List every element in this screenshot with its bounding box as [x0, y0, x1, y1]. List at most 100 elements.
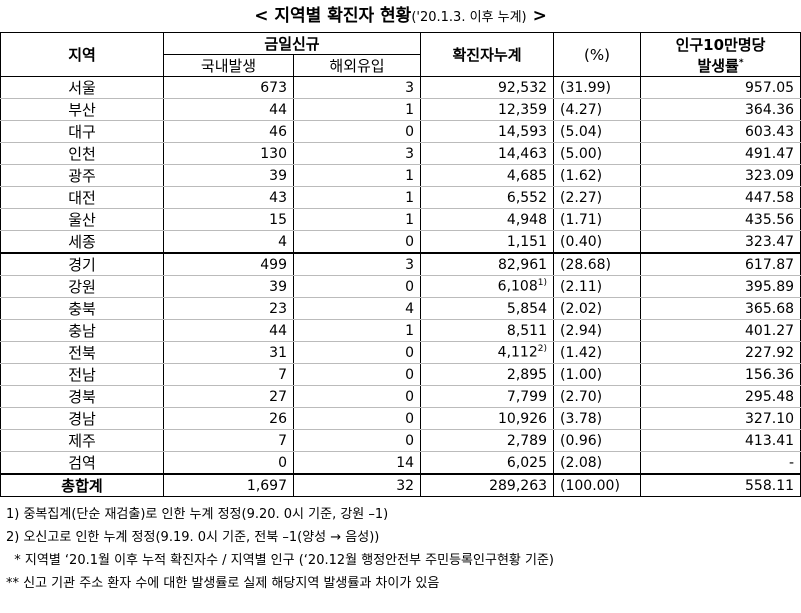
table-cell: 435.56	[640, 208, 801, 231]
table-cell: 603.43	[640, 120, 801, 143]
table-row: 울산 15 1 4,948 (1.71) 435.56	[0, 208, 801, 231]
table-cell: 1	[292, 208, 422, 231]
table-row: 경남 26 0 10,926 (3.78) 327.10	[0, 407, 801, 430]
header-cell: 확진자누계	[420, 32, 555, 77]
table-cell: 957.05	[640, 76, 801, 99]
header-cell: 해외유입	[292, 54, 422, 77]
table-row: 경북 27 0 7,799 (2.70) 295.48	[0, 385, 801, 408]
table-row: 대전 43 1 6,552 (2.27) 447.58	[0, 186, 801, 209]
table-cell: 0	[292, 363, 422, 386]
table-cell: 10,926	[420, 407, 555, 430]
title: < 지역별 확진자 현황('20.1.3. 이후 누계) >	[0, 0, 801, 32]
table-cell: 경남	[0, 407, 164, 430]
table-cell: 26	[163, 407, 294, 430]
table-body: 서울 673 3 92,532 (31.99) 957.05 부산 44 1 12,359 (4.2…	[0, 76, 801, 497]
table-cell: 7,799	[420, 385, 555, 408]
table-cell: (2.27)	[553, 186, 642, 209]
table-row: 총합계 1,697 32 289,263 (100.00) 558.11	[0, 473, 801, 497]
table-cell: (2.08)	[553, 451, 642, 475]
table-cell: 295.48	[640, 385, 801, 408]
table-cell: 울산	[0, 208, 164, 231]
table-cell: 3	[292, 252, 422, 276]
subtitle: ('20.1.3. 이후 누계)	[411, 10, 527, 25]
table-cell: 12,359	[420, 98, 555, 121]
table-cell: 경기	[0, 252, 164, 276]
table-cell: 44	[163, 98, 294, 121]
table-cell: 0	[292, 407, 422, 430]
table-cell: 6,1081)	[420, 275, 555, 298]
header-cell: 국내발생	[163, 54, 294, 77]
table-cell: 14	[292, 451, 422, 475]
table-cell: 3	[292, 76, 422, 99]
table-cell: 1	[292, 98, 422, 121]
footnote: ** 신고 기관 주소 환자 수에 대한 발생률로 실제 해당지역 발생률과 차…	[6, 576, 440, 591]
table-row: 대구 46 0 14,593 (5.04) 603.43	[0, 120, 801, 143]
table-cell: 39	[163, 164, 294, 187]
table-cell: 4,1122)	[420, 341, 555, 364]
table-row: 제주 7 0 2,789 (0.96) 413.41	[0, 429, 801, 452]
table-cell: 부산	[0, 98, 164, 121]
table-cell: 3	[292, 142, 422, 165]
table-cell: 1,151	[420, 230, 555, 254]
table-cell: 23	[163, 297, 294, 320]
header-cell: (%)	[553, 32, 642, 77]
table-cell: 43	[163, 186, 294, 209]
table-row: 부산 44 1 12,359 (4.27) 364.36	[0, 98, 801, 121]
table-cell: (3.78)	[553, 407, 642, 430]
table-cell: 673	[163, 76, 294, 99]
table-cell: 499	[163, 252, 294, 276]
table-cell: 경북	[0, 385, 164, 408]
table-cell: (1.42)	[553, 341, 642, 364]
table-cell: (100.00)	[553, 473, 642, 497]
table-cell: 82,961	[420, 252, 555, 276]
table-cell: 충북	[0, 297, 164, 320]
cell-text: 6,108	[497, 278, 538, 295]
title-prefix: <	[254, 6, 269, 26]
footnote: 2) 오신고로 인한 누계 정정(9.19. 0시 기준, 전북 –1(양성 →…	[6, 530, 380, 545]
table-cell: 323.09	[640, 164, 801, 187]
table-cell: 전북	[0, 341, 164, 364]
title-text: 지역별 확진자 현황	[274, 6, 412, 26]
table-row: 충북 23 4 5,854 (2.02) 365.68	[0, 297, 801, 320]
footnote: 1) 중복집계(단순 재검출)로 인한 누계 정정(9.20. 0시 기준, 강…	[6, 507, 389, 522]
table-cell: (5.00)	[553, 142, 642, 165]
table-cell: 0	[163, 451, 294, 475]
table-cell: 364.36	[640, 98, 801, 121]
table-cell: 395.89	[640, 275, 801, 298]
table-row: 서울 673 3 92,532 (31.99) 957.05	[0, 76, 801, 99]
table-cell: 4	[163, 230, 294, 254]
table-cell: 전남	[0, 363, 164, 386]
table-cell: 491.47	[640, 142, 801, 165]
table-cell: (1.62)	[553, 164, 642, 187]
table-cell: (31.99)	[553, 76, 642, 99]
table-cell: 1	[292, 164, 422, 187]
table-cell: 4	[292, 297, 422, 320]
footnotes: 1) 중복집계(단순 재검출)로 인한 누계 정정(9.20. 0시 기준, 강…	[0, 503, 801, 595]
table-cell: 4,948	[420, 208, 555, 231]
table: 지역 금일신규 확진자누계 (%) 인구10만명당 발생률* 국내발생 해외유입 서울 673…	[0, 32, 801, 497]
table-cell: 31	[163, 341, 294, 364]
header-text: 발생률	[697, 56, 739, 75]
table-cell: 충남	[0, 319, 164, 342]
table-cell: 7	[163, 429, 294, 452]
table-cell: (2.02)	[553, 297, 642, 320]
table-cell: 0	[292, 275, 422, 298]
table-row: 전북 31 0 4,1122) (1.42) 227.92	[0, 341, 801, 364]
table-row: 검역 0 14 6,025 (2.08) -	[0, 451, 801, 475]
table-cell: (1.00)	[553, 363, 642, 386]
table-cell: 8,511	[420, 319, 555, 342]
table-row: 충남 44 1 8,511 (2.94) 401.27	[0, 319, 801, 342]
table-cell: 46	[163, 120, 294, 143]
table-row: 전남 7 0 2,895 (1.00) 156.36	[0, 363, 801, 386]
header-sup: *	[738, 57, 744, 68]
table-cell: 323.47	[640, 230, 801, 254]
table-cell: (1.71)	[553, 208, 642, 231]
table-cell: (0.96)	[553, 429, 642, 452]
table-cell: 1	[292, 186, 422, 209]
cell-note: 1)	[537, 278, 548, 289]
header-text: 인구10만명당	[675, 35, 766, 54]
table-cell: 15	[163, 208, 294, 231]
table-cell: 44	[163, 319, 294, 342]
